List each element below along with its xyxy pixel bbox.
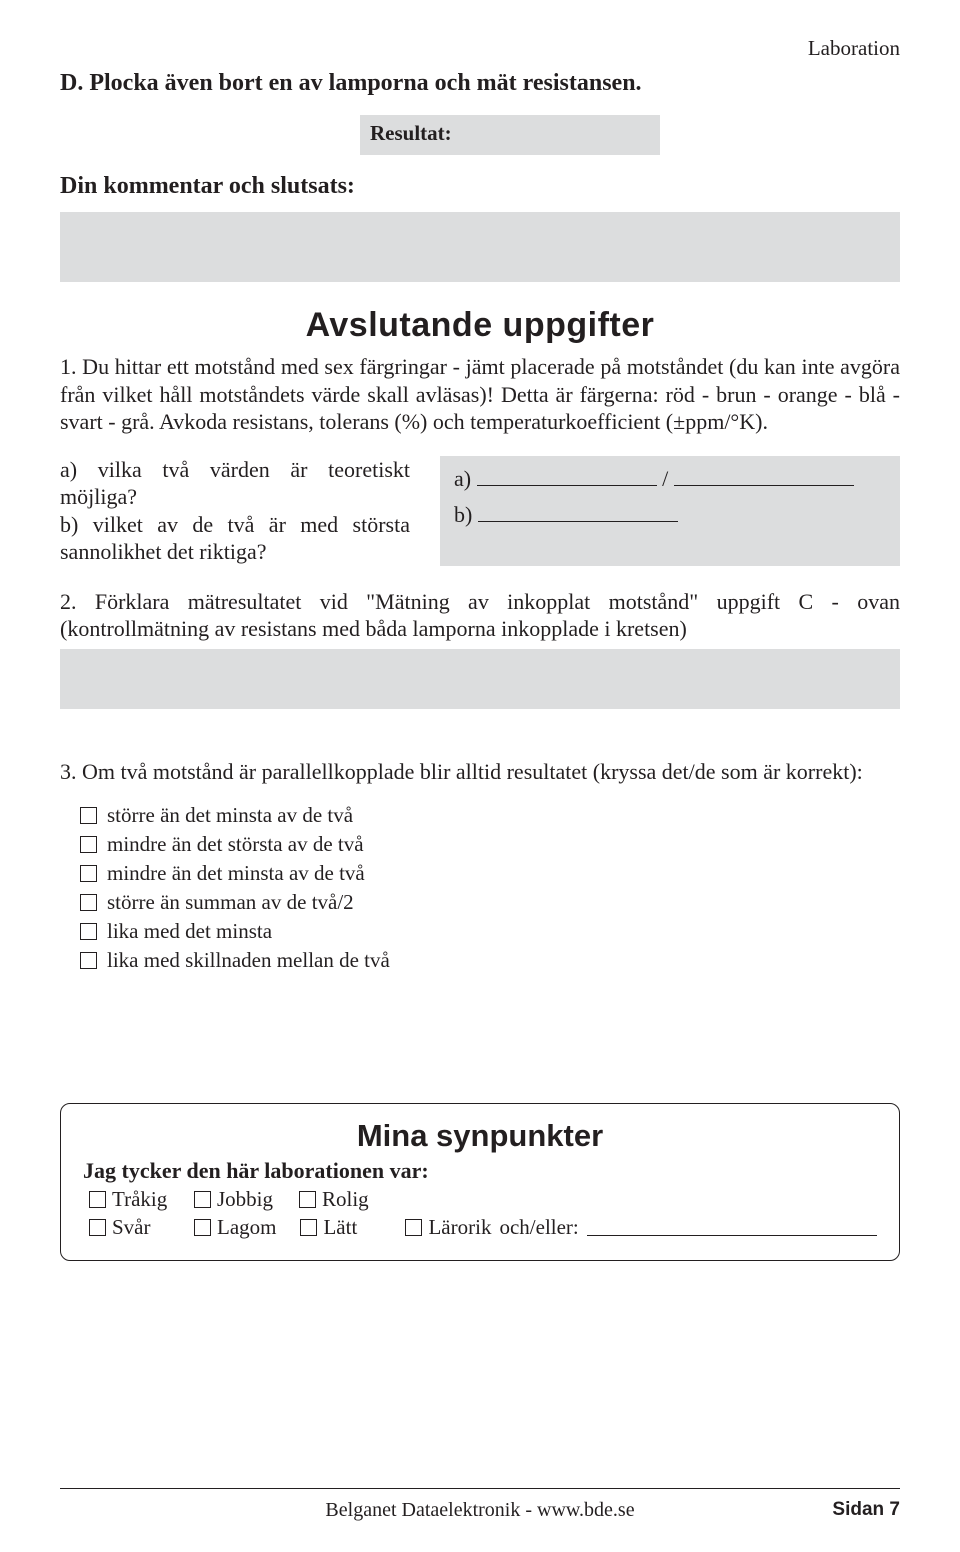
comment-label: Din kommentar och slutsats: xyxy=(60,173,900,200)
checkbox-icon[interactable] xyxy=(299,1191,316,1208)
q3-option-4: lika med det minsta xyxy=(80,919,900,944)
header-label: Laboration xyxy=(808,36,900,61)
checkbox-icon[interactable] xyxy=(80,865,97,882)
q3-option-3: större än summan av de två/2 xyxy=(80,890,900,915)
q3-option-label: större än det minsta av de två xyxy=(107,803,353,828)
q1-slash: / xyxy=(662,466,668,491)
fb-option: Tråkig xyxy=(112,1187,170,1212)
q3-option-label: större än summan av de två/2 xyxy=(107,890,354,915)
q3-option-5: lika med skillnaden mellan de två xyxy=(80,948,900,973)
q3-option-label: mindre än det minsta av de två xyxy=(107,861,365,886)
q3-option-label: lika med det minsta xyxy=(107,919,272,944)
checkbox-icon[interactable] xyxy=(300,1219,317,1236)
final-tasks-title: Avslutande uppgifter xyxy=(60,306,900,345)
fb-option: Rolig xyxy=(322,1187,380,1212)
q1-a-field1[interactable] xyxy=(477,468,657,486)
section-d-title: D. Plocka även bort en av lamporna och m… xyxy=(60,70,900,97)
fb-option: Lätt xyxy=(323,1215,381,1240)
q3-checklist: större än det minsta av de två mindre än… xyxy=(80,803,900,973)
fb-option: Lagom xyxy=(217,1215,276,1240)
fb-option: Jobbig xyxy=(217,1187,275,1212)
checkbox-icon[interactable] xyxy=(80,894,97,911)
q1-answer-box[interactable]: a) / b) xyxy=(440,456,900,566)
page-footer: Belganet Dataelektronik - www.bde.se Sid… xyxy=(60,1488,900,1522)
checkbox-icon[interactable] xyxy=(80,952,97,969)
checkbox-icon[interactable] xyxy=(80,807,97,824)
feedback-row-2: Svår Lagom Lätt Lärorik och/eller: xyxy=(83,1215,877,1240)
fb-andor: och/eller: xyxy=(499,1215,578,1240)
q3-option-0: större än det minsta av de två xyxy=(80,803,900,828)
checkbox-icon[interactable] xyxy=(80,923,97,940)
checkbox-icon[interactable] xyxy=(194,1191,211,1208)
checkbox-icon[interactable] xyxy=(80,836,97,853)
result-label: Resultat: xyxy=(370,121,452,145)
checkbox-icon[interactable] xyxy=(89,1219,106,1236)
fb-option: Svår xyxy=(112,1215,170,1240)
q1-a-field2[interactable] xyxy=(674,468,854,486)
q1-intro: 1. Du hittar ett motstånd med sex färgri… xyxy=(60,353,900,436)
q2-answer-area[interactable] xyxy=(60,649,900,709)
comment-input-area[interactable] xyxy=(60,212,900,282)
feedback-row-1: Tråkig Jobbig Rolig xyxy=(83,1187,877,1212)
q3-option-label: mindre än det största av de två xyxy=(107,832,364,857)
checkbox-icon[interactable] xyxy=(194,1219,211,1236)
q3-option-2: mindre än det minsta av de två xyxy=(80,861,900,886)
q3-text: 3. Om två motstånd är parallellkopplade … xyxy=(60,759,900,785)
feedback-title: Mina synpunkter xyxy=(83,1118,877,1154)
fb-option: Lärorik xyxy=(428,1215,491,1240)
q1-b-text: b) vilket av de två är med största sanno… xyxy=(60,512,410,565)
checkbox-icon[interactable] xyxy=(89,1191,106,1208)
q1-left-column: a) vilka två värden är teoretiskt möjlig… xyxy=(60,456,410,566)
q3-option-1: mindre än det största av de två xyxy=(80,832,900,857)
q1-a-label: a) xyxy=(454,466,471,491)
q1-a-text: a) vilka två värden är teoretiskt möjlig… xyxy=(60,457,410,510)
footer-center: Belganet Dataelektronik - www.bde.se xyxy=(325,1499,634,1522)
q2-text: 2. Förklara mätresultatet vid "Mätning a… xyxy=(60,588,900,643)
feedback-box: Mina synpunkter Jag tycker den här labor… xyxy=(60,1103,900,1261)
footer-page-number: Sidan 7 xyxy=(832,1499,900,1521)
q3-option-label: lika med skillnaden mellan de två xyxy=(107,948,390,973)
fb-freetext-line[interactable] xyxy=(587,1218,877,1236)
feedback-subtitle: Jag tycker den här laborationen var: xyxy=(83,1158,877,1184)
q1-b-label: b) xyxy=(454,502,472,527)
checkbox-icon[interactable] xyxy=(405,1219,422,1236)
result-box[interactable]: Resultat: xyxy=(360,115,660,155)
q1-b-field[interactable] xyxy=(478,504,678,522)
